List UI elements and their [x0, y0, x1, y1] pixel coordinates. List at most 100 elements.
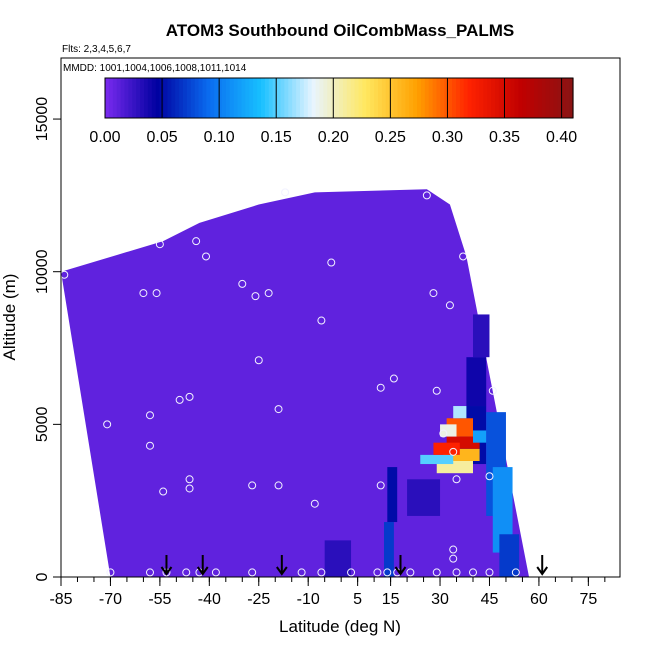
colorbar-swatch — [350, 78, 356, 118]
colorbar-swatch — [541, 78, 547, 118]
colorbar-swatch — [151, 78, 157, 118]
colorbar-swatch — [233, 78, 239, 118]
observation-point — [485, 568, 494, 577]
colorbar-swatch — [502, 78, 508, 118]
observation-point — [251, 292, 260, 301]
observation-point — [445, 301, 454, 310]
colorbar-swatch — [518, 78, 523, 118]
colorbar-swatch — [339, 78, 344, 118]
colorbar-swatch — [144, 78, 149, 118]
colorbar-swatch — [362, 78, 367, 118]
observation-point — [406, 568, 415, 577]
observation-points — [61, 188, 520, 577]
colorbar-swatch — [323, 78, 328, 118]
observation-point — [297, 568, 306, 577]
observation-point — [61, 270, 69, 279]
observation-point — [254, 356, 263, 365]
colorbar-swatch — [116, 78, 122, 118]
observation-point — [432, 386, 441, 395]
colorbar-swatch — [257, 78, 262, 118]
colorbar-swatch — [292, 78, 297, 118]
colorbar-swatch — [381, 78, 387, 118]
observation-point — [511, 568, 520, 577]
observation-point — [389, 374, 398, 383]
colorbar-tick-label: 0.30 — [432, 129, 463, 146]
flight-arrow — [160, 555, 173, 576]
colorbar-swatch — [253, 78, 258, 118]
colorbar-swatch — [179, 78, 184, 118]
flight-arrows — [160, 555, 549, 576]
colorbar-swatch — [194, 78, 200, 118]
colorbar-swatch — [444, 78, 449, 118]
observation-point — [373, 568, 382, 577]
colorbar-swatch — [327, 78, 332, 118]
colorbar-swatch — [452, 78, 457, 118]
colorbar-swatch — [514, 78, 519, 118]
observation-point — [274, 405, 283, 414]
colorbar-swatch — [342, 78, 348, 118]
colorbar-tick-label: 0.20 — [318, 129, 349, 146]
colorbar-tick-label: 0.10 — [204, 129, 235, 146]
field-cell — [433, 442, 460, 455]
colorbar-swatch — [147, 78, 153, 118]
x-tick-label: -10 — [297, 591, 320, 608]
x-tick-label: -70 — [99, 591, 122, 608]
colorbar-swatch — [498, 78, 504, 118]
colorbar-swatch — [495, 78, 500, 118]
flights-note: Flts: 2,3,4,5,6,7 — [62, 44, 131, 55]
concentration-field — [61, 189, 530, 577]
colorbar-swatch — [401, 78, 406, 118]
colorbar-swatch — [385, 78, 391, 118]
colorbar-swatch — [424, 78, 430, 118]
colorbar-swatch — [436, 78, 441, 118]
colorbar-swatch — [456, 78, 461, 118]
colorbar-swatch — [510, 78, 516, 118]
flight-arrow — [276, 555, 288, 576]
colorbar-swatch — [183, 78, 188, 118]
colorbar-swatch — [487, 78, 492, 118]
colorbar-swatch — [526, 78, 531, 118]
observation-point — [459, 252, 468, 261]
colorbar-swatch — [393, 78, 399, 118]
observation-point — [185, 484, 194, 493]
field-cell — [384, 522, 394, 577]
colorbar-swatch — [475, 78, 480, 118]
flight-arrow — [394, 555, 407, 576]
observation-point — [185, 392, 194, 401]
observation-point — [175, 395, 184, 404]
x-tick-label: 15 — [382, 591, 400, 608]
colorbar-swatch — [471, 78, 477, 118]
observation-point — [449, 447, 458, 456]
x-tick-label: -85 — [49, 591, 72, 608]
field-cell — [492, 467, 513, 553]
colorbar-swatch — [175, 78, 180, 118]
colorbar-swatch — [370, 78, 375, 118]
colorbar-swatch — [378, 78, 383, 118]
colorbar-swatch — [557, 78, 562, 118]
colorbar-swatch — [186, 78, 192, 118]
colorbar-swatch — [124, 78, 129, 118]
colorbar-swatch — [303, 78, 309, 118]
colorbar-tick-label: 0.40 — [546, 129, 577, 146]
observation-point — [317, 568, 326, 577]
colorbar-swatch — [272, 78, 278, 118]
observation-point — [449, 554, 458, 563]
colorbar-tick-label: 0.15 — [261, 129, 292, 146]
observation-point — [211, 568, 220, 577]
colorbar-swatch — [288, 78, 293, 118]
colorbar-swatch — [229, 78, 235, 118]
colorbar-tick-label: 0.05 — [147, 129, 178, 146]
colorbar-swatch — [409, 78, 414, 118]
colorbar-swatch — [300, 78, 305, 118]
x-tick-label: -40 — [198, 591, 221, 608]
colorbar-swatch — [284, 78, 289, 118]
field-cell — [407, 479, 441, 516]
colorbar-swatch — [561, 78, 566, 118]
colorbar-swatch — [335, 78, 340, 118]
observation-point — [327, 258, 336, 267]
x-tick-label: -55 — [148, 591, 171, 608]
colorbar-swatch — [136, 78, 141, 118]
y-axis-label: Altitude (m) — [0, 274, 19, 361]
observation-point — [152, 289, 161, 298]
